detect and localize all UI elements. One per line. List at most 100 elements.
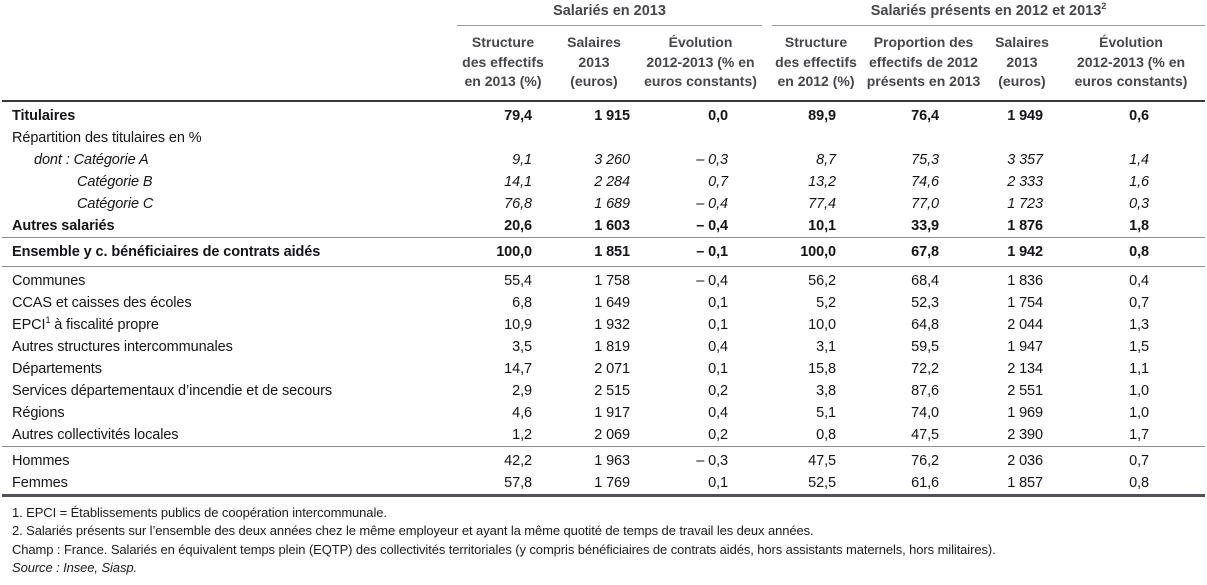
column-header-salaires-2013-a: Salaires 2013 (euros) xyxy=(549,25,639,102)
table-cell: 0,3 xyxy=(1129,195,1149,212)
gap-cell xyxy=(762,445,772,472)
group1-title: Salariés en 2013 xyxy=(553,3,666,19)
row-label: EPCI1 à fiscalité propre xyxy=(2,314,457,336)
table-cell: 0,1 xyxy=(708,316,728,333)
gap-cell xyxy=(762,380,772,402)
table-cell: 2 390 xyxy=(1007,426,1043,443)
table-cell: 14,7 xyxy=(504,360,532,377)
row-label: Services départementaux d’incendie et de… xyxy=(12,382,333,399)
table-row-autres-salaries: Autres salariés 20,6 1 603 – 0,4 10,1 33,9 1 8… xyxy=(2,215,1205,238)
table-row-epci: EPCI1 à fiscalité propre 10,9 1 932 0,1 10,0… xyxy=(2,314,1205,336)
table-cell: 77,0 xyxy=(911,195,939,212)
table-cell: 76,8 xyxy=(504,195,532,212)
table-cell: 15,8 xyxy=(808,360,836,377)
table-cell: 52,5 xyxy=(772,471,860,497)
table-cell: 1,0 xyxy=(1129,382,1149,399)
gap-cell xyxy=(762,358,772,380)
table-cell xyxy=(987,127,1057,149)
table-cell: 0,1 xyxy=(708,294,728,311)
table-cell xyxy=(860,127,987,149)
gap-cell xyxy=(762,292,772,314)
table-cell: 2 044 xyxy=(1007,316,1043,333)
table-cell: 0,8 xyxy=(1057,471,1205,497)
footnote-salaries-presents: 2. Salariés présents sur l’ensemble des … xyxy=(12,523,814,538)
table-cell: 3,5 xyxy=(512,338,532,355)
table-cell: 1 723 xyxy=(1007,195,1043,212)
table-cell: 1,0 xyxy=(1129,404,1149,421)
table-cell: 100,0 xyxy=(772,236,860,267)
table-cell: 57,8 xyxy=(457,471,549,497)
table-cell: 1 963 xyxy=(549,445,639,472)
row-label: Catégorie C xyxy=(77,195,154,212)
table-cell: 42,2 xyxy=(457,445,549,472)
table-cell: 0,7 xyxy=(708,173,728,190)
table-row-categorie-c: Catégorie C 76,8 1 689 – 0,4 77,4 77,0 1 723 0,… xyxy=(2,193,1205,215)
table-cell: 0,6 xyxy=(1129,107,1149,124)
table-cell: 100,0 xyxy=(457,236,549,267)
table-cell: 74,6 xyxy=(911,173,939,190)
table-cell: 1 769 xyxy=(549,471,639,497)
table-cell: 87,6 xyxy=(911,382,939,399)
table-cell: 8,7 xyxy=(816,151,836,168)
table-cell: 33,9 xyxy=(911,217,939,234)
gap-cell xyxy=(762,171,772,193)
table-cell: 2 551 xyxy=(1007,382,1043,399)
table-cell: 0,8 xyxy=(816,426,836,443)
table-row-communes: Communes 55,4 1 758 – 0,4 56,2 68,4 1 836 0,4 xyxy=(2,266,1205,292)
table-cell: 20,6 xyxy=(504,217,532,234)
table-cell: 10,0 xyxy=(808,316,836,333)
row-label-text: EPCI xyxy=(12,316,46,333)
table-cell: – 0,4 xyxy=(696,272,728,289)
table-cell: 1 851 xyxy=(549,236,639,267)
table-cell: 52,3 xyxy=(911,294,939,311)
table-row-ensemble: Ensemble y c. bénéficiaires de contrats … xyxy=(2,236,1205,267)
table-cell: 0,8 xyxy=(1057,236,1205,267)
table-cell: 0,4 xyxy=(708,338,728,355)
table-cell: – 0,4 xyxy=(696,195,728,212)
table-row-titulaires: Titulaires 79,4 1 915 0,0 89,9 76,4 1 949 0,6 xyxy=(2,101,1205,127)
table-cell: 68,4 xyxy=(911,272,939,289)
table-cell: 1 915 xyxy=(594,107,630,124)
table-cell: 1,5 xyxy=(1129,338,1149,355)
table-cell: 64,8 xyxy=(911,316,939,333)
row-label-text: à fiscalité propre xyxy=(50,316,159,333)
column-header-salaires-2013-b: Salaires 2013 (euros) xyxy=(987,25,1057,102)
table-cell: 2 071 xyxy=(594,360,630,377)
group2-footnote-ref: 2 xyxy=(1101,1,1107,12)
group-gap xyxy=(762,3,772,26)
table-cell: 0,7 xyxy=(1129,294,1149,311)
table-cell: 1,6 xyxy=(1129,173,1149,190)
table-cell: 1,8 xyxy=(1129,217,1149,234)
table-cell: 1 689 xyxy=(594,195,630,212)
row-label: Départements xyxy=(12,360,102,377)
table-cell: 1,1 xyxy=(1129,360,1149,377)
table-body: Titulaires 79,4 1 915 0,0 89,9 76,4 1 949 0,6 Ré… xyxy=(2,101,1205,497)
table-cell: 1 836 xyxy=(1007,272,1043,289)
footnotes: 1. EPCI = Établissements publics de coop… xyxy=(2,504,1207,578)
table-cell: 67,8 xyxy=(860,236,987,267)
table-cell: 2 515 xyxy=(594,382,630,399)
table-row-hommes: Hommes 42,2 1 963– 0,3 47,5 76,2 2 036 0,7 xyxy=(2,445,1205,472)
table-cell: 1 857 xyxy=(987,471,1057,497)
table-cell: 47,5 xyxy=(772,445,860,472)
table-cell: 89,9 xyxy=(808,107,836,124)
gap-cell xyxy=(762,266,772,292)
table-cell: 79,4 xyxy=(504,107,532,124)
table-cell: 76,2 xyxy=(860,445,987,472)
table-cell: 2 069 xyxy=(594,426,630,443)
table-cell: – 0,4 xyxy=(696,217,728,234)
row-label: Catégorie B xyxy=(77,173,153,190)
table-cell: 1 758 xyxy=(594,272,630,289)
table-row-autres-collectivites-locales: Autres collectivités locales 1,2 2 069 0,2 0… xyxy=(2,424,1205,447)
footnote-champ: Champ : France. Salariés en équivalent t… xyxy=(12,541,996,557)
table-cell: 0,1 xyxy=(708,360,728,377)
table-cell: 47,5 xyxy=(911,426,939,443)
table-row-categorie-b: Catégorie B 14,1 2 284 0,7 13,2 74,6 2 333 1,6 xyxy=(2,171,1205,193)
table-cell: – 0,1 xyxy=(639,236,762,267)
column-header-structure-2013: Structure des effectifs en 2013 (%) xyxy=(457,25,549,102)
table-cell: 1 949 xyxy=(1007,107,1043,124)
gap-cell xyxy=(762,336,772,358)
row-label: Ensemble y c. bénéficiaires de contrats … xyxy=(2,236,457,267)
table-cell: 3,8 xyxy=(816,382,836,399)
